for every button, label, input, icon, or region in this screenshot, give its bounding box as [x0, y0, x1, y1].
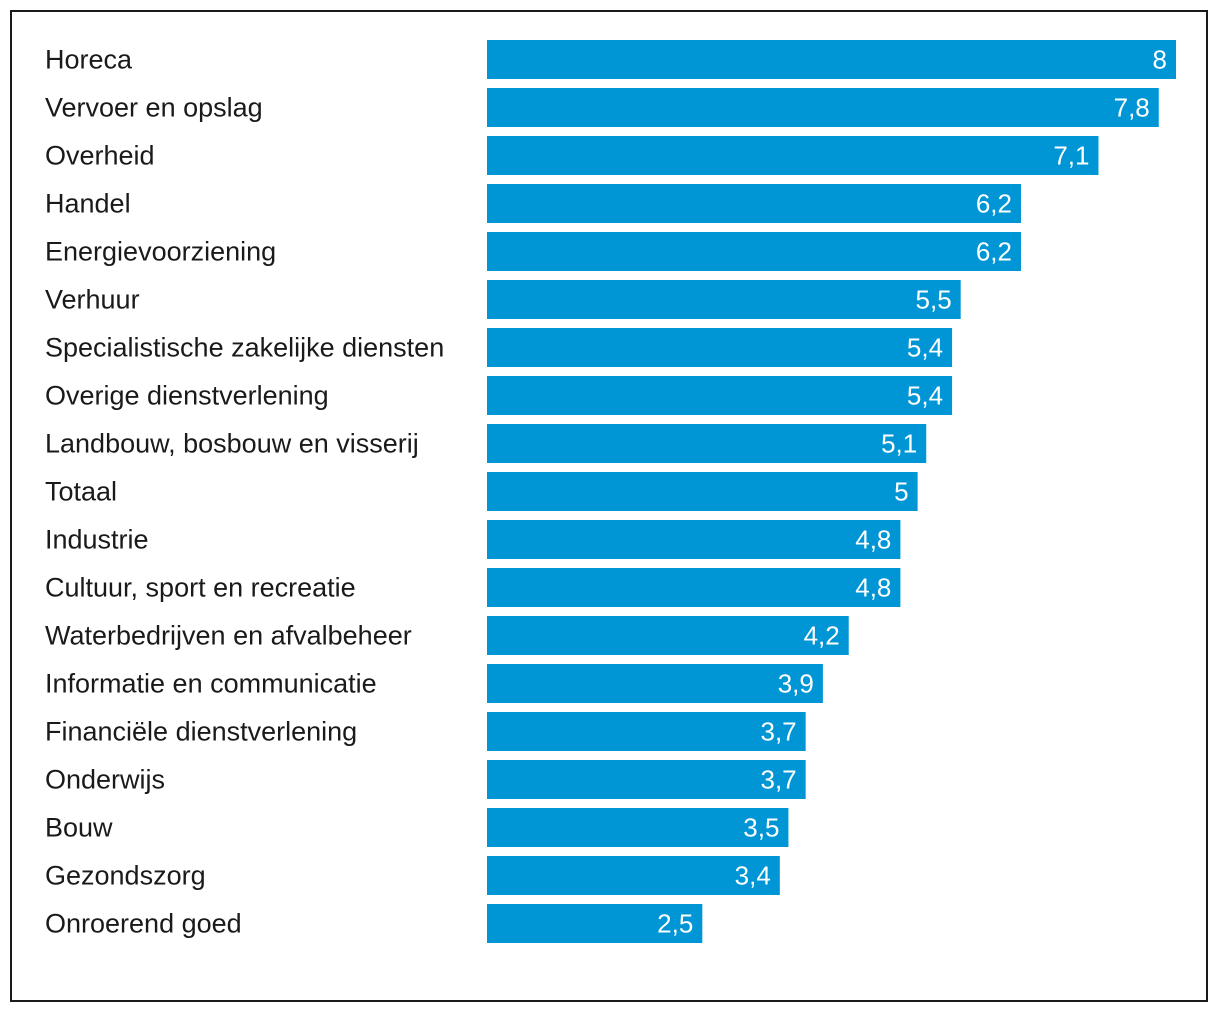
value-label: 5,4	[907, 333, 943, 363]
category-label: Handel	[45, 189, 131, 219]
bar	[487, 856, 780, 895]
bar	[487, 232, 1021, 271]
bar	[487, 424, 927, 463]
value-label: 6,2	[976, 189, 1012, 219]
category-label: Energievoorziening	[45, 237, 276, 267]
bar	[487, 88, 1159, 127]
bar	[487, 328, 953, 367]
bar	[487, 568, 901, 607]
category-label: Onroerend goed	[45, 909, 242, 939]
category-label: Vervoer en opslag	[45, 93, 263, 123]
category-label: Landbouw, bosbouw en visserij	[45, 429, 419, 459]
bar	[487, 664, 823, 703]
category-label: Onderwijs	[45, 765, 165, 795]
bar	[487, 808, 789, 847]
value-label: 4,2	[804, 621, 840, 651]
value-label: 5,4	[907, 381, 943, 411]
category-label: Overige dienstverlening	[45, 381, 329, 411]
value-label: 4,8	[855, 573, 891, 603]
value-label: 3,4	[735, 861, 771, 891]
bar	[487, 520, 901, 559]
bar	[487, 184, 1021, 223]
value-label: 7,8	[1114, 93, 1150, 123]
chart-frame	[10, 10, 1208, 1002]
bar	[487, 904, 703, 943]
bar	[487, 616, 849, 655]
bar	[487, 280, 961, 319]
category-label: Verhuur	[45, 285, 140, 315]
value-label: 3,9	[778, 669, 814, 699]
category-label: Specialistische zakelijke diensten	[45, 333, 444, 363]
category-label: Cultuur, sport en recreatie	[45, 573, 356, 603]
bar	[487, 40, 1176, 79]
value-label: 5	[894, 477, 908, 507]
bar	[487, 712, 806, 751]
category-label: Totaal	[45, 477, 117, 507]
value-label: 6,2	[976, 237, 1012, 267]
value-label: 5,5	[916, 285, 952, 315]
value-label: 4,8	[855, 525, 891, 555]
category-label: Financiële dienstverlening	[45, 717, 357, 747]
value-label: 3,5	[743, 813, 779, 843]
value-label: 5,1	[881, 429, 917, 459]
category-label: Overheid	[45, 141, 155, 171]
value-label: 8	[1153, 45, 1167, 75]
value-label: 2,5	[657, 909, 693, 939]
category-label: Horeca	[45, 45, 133, 75]
bar	[487, 472, 918, 511]
category-label: Informatie en communicatie	[45, 669, 377, 699]
category-label: Bouw	[45, 813, 113, 843]
bar	[487, 760, 806, 799]
value-label: 7,1	[1053, 141, 1089, 171]
category-label: Industrie	[45, 525, 149, 555]
value-label: 3,7	[761, 717, 797, 747]
bar	[487, 136, 1099, 175]
bar	[487, 376, 953, 415]
category-label: Gezondszorg	[45, 861, 206, 891]
value-label: 3,7	[761, 765, 797, 795]
category-label: Waterbedrijven en afvalbeheer	[45, 621, 412, 651]
